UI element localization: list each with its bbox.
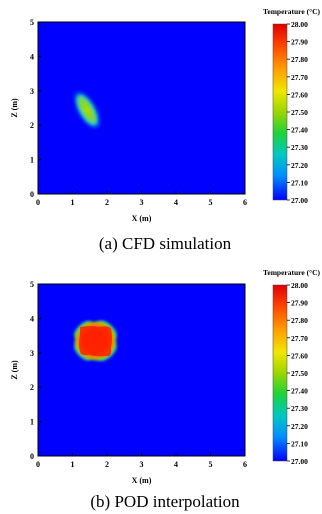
- colorbar-tick-label: 27.90: [291, 38, 308, 47]
- x-tick-label: 4: [174, 460, 178, 469]
- x-tick-label: 1: [71, 460, 75, 469]
- colorbar-tick-label: 27.20: [291, 422, 308, 431]
- x-tick-label: 5: [209, 198, 213, 207]
- x-tick-label: 1: [71, 198, 75, 207]
- y-tick-label: 5: [30, 280, 34, 289]
- y-tick-label: 4: [30, 314, 34, 323]
- x-tick-label: 0: [36, 198, 40, 207]
- panel-a: 0 1 2 3 4 5 6 0 1 2 3 4 5 X (m) Z (m) Temperature (…: [10, 7, 320, 253]
- colorbar-tick-label: 27.10: [291, 439, 308, 448]
- colorbar-tick-label: 27.00: [291, 196, 308, 205]
- colorbar-title-a: Temperature (°C): [263, 7, 320, 16]
- x-tick-label: 6: [243, 460, 247, 469]
- panel-b: 0 1 2 3 4 5 6 0 1 2 3 4 5 X (m) Z (m) Temperature (…: [10, 268, 320, 511]
- colorbar-tick-label: 27.10: [291, 178, 308, 187]
- colorbar-ticks-b: 28.00 27.90 27.80 27.70 27.60 27.50 27.40 27.30…: [287, 281, 308, 466]
- y-axis-label-b: Z (m): [10, 360, 19, 380]
- caption-b: (b) POD interpolation: [90, 492, 240, 511]
- colorbar-tick-label: 28.00: [291, 281, 308, 290]
- colorbar-tick-label: 27.30: [291, 143, 308, 152]
- y-tick-label: 1: [30, 156, 34, 165]
- hot-region-b-core: [79, 326, 112, 357]
- colorbar-tick-label: 27.60: [291, 351, 308, 360]
- colorbar-tick-label: 27.70: [291, 334, 308, 343]
- hot-region-a: [72, 89, 102, 131]
- colorbar-tick-label: 27.90: [291, 299, 308, 308]
- y-axis-label-a: Z (m): [10, 98, 19, 118]
- colorbar-tick-label: 27.40: [291, 126, 308, 135]
- plot-area-b: [38, 284, 245, 456]
- y-tick-label: 2: [30, 121, 34, 130]
- x-ticks-a: 0 1 2 3 4 5 6: [36, 191, 247, 207]
- x-tick-label: 4: [174, 198, 178, 207]
- colorbar-tick-label: 27.80: [291, 316, 308, 325]
- x-ticks-b: 0 1 2 3 4 5 6: [36, 453, 247, 469]
- y-tick-label: 3: [30, 87, 34, 96]
- x-tick-label: 2: [105, 460, 109, 469]
- x-tick-label: 2: [105, 198, 109, 207]
- y-tick-label: 0: [30, 190, 34, 199]
- colorbar-b: [273, 285, 287, 461]
- colorbar-tick-label: 27.00: [291, 457, 308, 466]
- hot-region-a-inner: [78, 96, 96, 124]
- x-axis-label-a: X (m): [132, 214, 152, 223]
- colorbar-tick-label: 27.20: [291, 161, 308, 170]
- y-ticks-a: 0 1 2 3 4 5: [30, 18, 41, 199]
- x-tick-label: 3: [140, 460, 144, 469]
- y-tick-label: 1: [30, 418, 34, 427]
- x-tick-label: 0: [36, 460, 40, 469]
- colorbar-title-b: Temperature (°C): [263, 268, 320, 277]
- colorbar-tick-label: 27.50: [291, 369, 308, 378]
- y-tick-label: 4: [30, 52, 34, 61]
- colorbar-a: [273, 24, 287, 200]
- x-tick-label: 6: [243, 198, 247, 207]
- x-axis-label-b: X (m): [132, 476, 152, 485]
- colorbar-tick-label: 28.00: [291, 20, 308, 29]
- x-tick-label: 3: [140, 198, 144, 207]
- y-tick-label: 0: [30, 452, 34, 461]
- hot-region-b: [73, 320, 118, 362]
- colorbar-tick-label: 27.70: [291, 73, 308, 82]
- y-tick-label: 3: [30, 349, 34, 358]
- colorbar-tick-label: 27.40: [291, 387, 308, 396]
- y-tick-label: 2: [30, 383, 34, 392]
- y-tick-label: 5: [30, 18, 34, 27]
- caption-a: (a) CFD simulation: [99, 234, 232, 253]
- plot-area-a: [38, 22, 245, 194]
- colorbar-ticks-a: 28.00 27.90 27.80 27.70 27.60 27.50 27.40 27.30…: [287, 20, 308, 205]
- y-ticks-b: 0 1 2 3 4 5: [30, 280, 41, 461]
- colorbar-tick-label: 27.50: [291, 108, 308, 117]
- colorbar-tick-label: 27.80: [291, 55, 308, 64]
- colorbar-tick-label: 27.30: [291, 404, 308, 413]
- x-tick-label: 5: [209, 460, 213, 469]
- colorbar-tick-label: 27.60: [291, 90, 308, 99]
